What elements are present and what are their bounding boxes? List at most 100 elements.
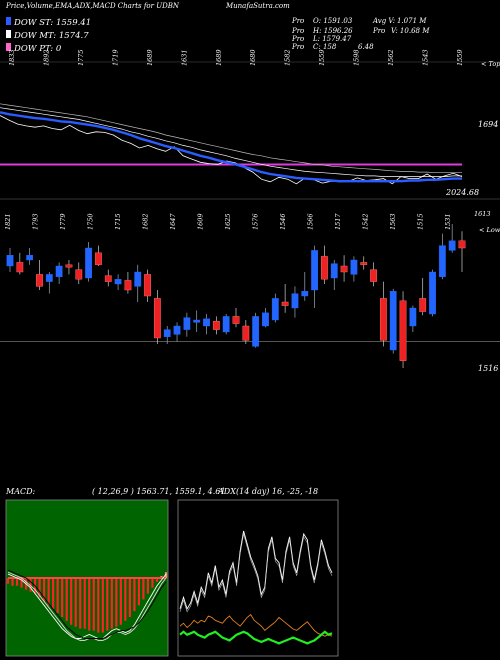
candle-body <box>242 325 250 341</box>
adx-line <box>179 630 333 645</box>
stat-pro-label: Pro <box>291 27 304 35</box>
candle-body <box>124 280 132 291</box>
ema-panel: < Top 1694 2024.68 1833 1892 1775 1719 1689 1… <box>0 49 500 200</box>
candle-top-tick: 1609 <box>197 213 205 230</box>
candle-body <box>153 298 161 339</box>
candle-top-tick: 1625 <box>224 213 232 230</box>
adx-title: ADX <box>217 487 236 496</box>
candle-top-tick: 1531 <box>444 213 452 230</box>
macd-line <box>7 573 167 639</box>
candle-top-tick: 1682 <box>142 213 150 230</box>
candle-body <box>183 317 191 330</box>
candle-top-tick: 1715 <box>114 213 122 230</box>
ema-top-tick: 1689 <box>215 49 223 66</box>
candle-body <box>65 264 73 268</box>
candle-body <box>350 259 358 275</box>
adx-line <box>179 530 333 610</box>
ema-top-tick: 1833 <box>8 49 16 66</box>
candle-top-tick: 1515 <box>417 213 425 230</box>
stat-close: C: 158 <box>313 43 337 51</box>
legend-swatch-mt <box>6 30 11 38</box>
legend-dow-mt: DOW MT: 1574.7 <box>13 31 89 41</box>
candle-body <box>311 250 319 291</box>
candle-body <box>281 301 289 306</box>
candle-body <box>144 274 151 297</box>
stat-avgv-label: Avg V: <box>372 17 395 25</box>
candle-body <box>6 254 14 267</box>
candle-body <box>409 307 417 327</box>
candle-body <box>114 279 122 285</box>
ema-series-line <box>0 107 462 177</box>
ema-top-tick: 1631 <box>180 49 188 66</box>
legend-swatch-pt <box>6 43 11 51</box>
candle-top-label: 1613 <box>474 210 491 218</box>
ema-top-tick: 1719 <box>111 49 119 66</box>
macd-panel: MACD: ( 12,26,9 ) 1563.71, 1559.1, 4.61 <box>5 487 225 657</box>
ema-top-tick: 1559 <box>318 49 326 66</box>
stat-avg-volume: 1.071 M <box>397 17 427 25</box>
candle-body <box>55 265 63 278</box>
stat-pro-label: Pro <box>291 43 304 51</box>
candle-top-tick: 1793 <box>32 213 40 230</box>
stat-extra: 6.48 <box>358 43 374 51</box>
candle-body <box>193 319 201 323</box>
candle-body <box>173 325 181 335</box>
chart-title: Price,Volume,EMA,ADX,MACD Charts for UDB… <box>5 2 180 10</box>
stat-pro-label: Pro <box>291 17 304 25</box>
ema-series-line <box>0 103 462 174</box>
candle-body <box>370 269 377 282</box>
candle-top-tick: 1517 <box>334 213 342 230</box>
candle-body <box>85 247 93 279</box>
adx-panel: ADX (14 day) 16, -25, -18 <box>177 487 339 657</box>
adx-values: (14 day) 16, -25, -18 <box>236 487 318 496</box>
adx-line <box>179 613 333 637</box>
candle-bottom-label: 1516 <box>478 364 498 373</box>
candle-top-tick: 1576 <box>252 213 260 230</box>
ema-top-tick: 1598 <box>353 49 361 66</box>
candle-body <box>262 312 269 327</box>
ema-top-label: < Top <box>481 60 500 68</box>
ema-top-tick: 1562 <box>387 49 395 66</box>
ema-top-tick: 1775 <box>77 49 85 66</box>
candle-body <box>330 263 338 279</box>
candle-body <box>271 298 279 321</box>
candle-body <box>419 298 427 312</box>
stat-volume: V: 10.68 M <box>391 27 430 35</box>
candle-top-tick: 1647 <box>169 213 177 230</box>
candle-top-tick: 1542 <box>362 213 370 230</box>
candle-top-tick: 1563 <box>389 213 397 230</box>
candle-body <box>448 240 456 251</box>
candle-body <box>399 300 407 361</box>
candle-top-tick: 1546 <box>279 213 287 230</box>
candle-body <box>26 254 34 261</box>
header-stats: Pro O: 1591.03 Pro H: 1596.26 Pro L: 157… <box>291 17 430 51</box>
candle-body <box>438 245 446 278</box>
legend: DOW ST: 1559.41 DOW MT: 1574.7 DOW PT: 0 <box>6 17 91 54</box>
candle-body <box>134 271 142 287</box>
ema-top-tick: 1543 <box>422 49 430 66</box>
candle-body <box>360 262 368 265</box>
candle-body <box>389 291 397 351</box>
candle-top-tick: 1821 <box>4 213 12 230</box>
legend-swatch-st <box>6 17 11 25</box>
candle-top-tick: 1750 <box>87 213 95 230</box>
ema-top-tick: 1689 <box>146 49 154 66</box>
candle-body <box>16 262 24 273</box>
candle-body <box>203 318 210 327</box>
stat-low: L: 1579.47 <box>312 35 352 43</box>
legend-dow-pt: DOW PT: 0 <box>13 44 62 54</box>
macd-line <box>7 569 167 639</box>
candlestick-panel: 1613 < Low 1516 1821 1793 1779 1750 1715 1682… <box>0 210 500 373</box>
ema-high-label: 1694 <box>478 120 498 129</box>
candle-body <box>321 256 328 280</box>
stat-pro-label: Pro <box>291 35 304 43</box>
stat-open: O: 1591.03 <box>313 17 353 25</box>
candle-top-tick: 1779 <box>59 213 67 230</box>
candle-body <box>291 293 299 309</box>
candle-body <box>252 316 260 347</box>
candle-body <box>95 252 102 266</box>
ema-last-label: 2024.68 <box>445 188 479 197</box>
candle-body <box>429 271 436 315</box>
ema-top-tick: 1559 <box>456 49 464 66</box>
candle-low-marker: < Low <box>479 226 500 234</box>
